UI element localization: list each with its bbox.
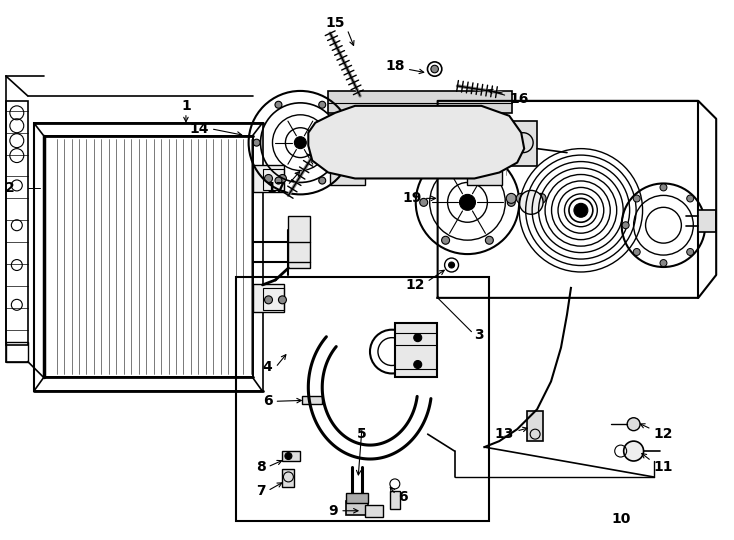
Bar (698, 210, 716, 232)
Circle shape (574, 204, 588, 217)
Bar (365, 505, 383, 517)
Text: 10: 10 (611, 512, 631, 526)
Circle shape (275, 102, 282, 108)
Text: 18: 18 (385, 59, 405, 73)
Circle shape (442, 237, 449, 244)
Bar (236, 277, 490, 521)
Circle shape (459, 194, 476, 210)
Bar (330, 171, 365, 185)
Circle shape (687, 248, 694, 255)
Bar (263, 288, 285, 310)
Circle shape (442, 160, 449, 168)
Circle shape (569, 198, 593, 222)
Circle shape (506, 193, 516, 204)
Circle shape (285, 453, 292, 460)
Bar (252, 165, 285, 192)
Circle shape (660, 260, 667, 267)
Circle shape (278, 174, 286, 183)
Circle shape (253, 139, 260, 146)
Text: 3: 3 (474, 328, 484, 342)
Circle shape (698, 222, 705, 229)
Circle shape (319, 102, 326, 108)
Text: 6: 6 (398, 490, 407, 504)
Text: 14: 14 (189, 122, 208, 136)
Text: 6: 6 (263, 394, 272, 408)
Circle shape (427, 62, 442, 76)
Circle shape (624, 441, 644, 461)
Circle shape (536, 193, 546, 204)
Text: 19: 19 (402, 191, 422, 205)
Circle shape (485, 237, 493, 244)
Text: 2: 2 (5, 181, 15, 195)
Circle shape (414, 361, 422, 368)
Bar (283, 469, 294, 487)
Bar (468, 171, 502, 185)
Circle shape (507, 198, 515, 206)
Circle shape (319, 177, 326, 184)
Circle shape (526, 193, 536, 204)
Bar (509, 121, 537, 166)
Bar (252, 284, 285, 312)
Text: 5: 5 (357, 427, 367, 441)
Text: 12: 12 (405, 278, 425, 292)
Bar (302, 396, 322, 404)
Circle shape (519, 191, 543, 214)
Text: 17: 17 (266, 181, 286, 195)
Circle shape (294, 137, 306, 148)
Bar (263, 168, 285, 191)
Circle shape (660, 184, 667, 191)
Text: 13: 13 (495, 427, 515, 441)
Circle shape (633, 195, 640, 202)
Bar (6, 101, 28, 345)
Circle shape (687, 195, 694, 202)
Circle shape (485, 160, 493, 168)
Text: 15: 15 (326, 16, 345, 30)
Circle shape (275, 177, 282, 184)
Circle shape (341, 139, 348, 146)
Text: 7: 7 (256, 484, 266, 498)
Bar (6, 342, 28, 361)
Circle shape (633, 248, 640, 255)
Circle shape (627, 418, 640, 431)
Circle shape (278, 296, 286, 304)
Bar (328, 91, 512, 113)
Bar (346, 501, 368, 515)
Bar (527, 411, 543, 441)
Text: 12: 12 (653, 427, 673, 441)
Circle shape (431, 65, 438, 73)
Circle shape (414, 334, 422, 342)
Text: 9: 9 (329, 504, 338, 518)
Bar (395, 323, 437, 377)
Bar (288, 217, 310, 268)
Text: 11: 11 (653, 460, 673, 474)
Circle shape (264, 296, 272, 304)
Circle shape (420, 198, 428, 206)
Bar (346, 493, 368, 503)
Text: 8: 8 (255, 460, 266, 474)
Polygon shape (308, 106, 524, 179)
Circle shape (264, 174, 272, 183)
Circle shape (516, 193, 526, 204)
Text: 4: 4 (263, 361, 272, 375)
Circle shape (622, 222, 629, 229)
Bar (283, 451, 300, 461)
Text: 1: 1 (181, 99, 191, 113)
Circle shape (448, 262, 454, 268)
Bar (390, 491, 400, 509)
Text: 16: 16 (509, 92, 528, 106)
